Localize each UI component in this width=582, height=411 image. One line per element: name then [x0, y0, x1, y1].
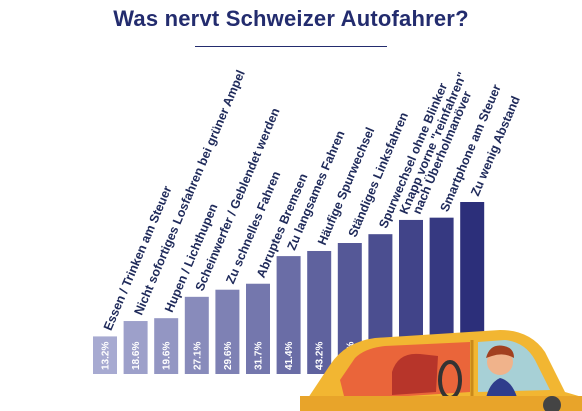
- car-illustration: [300, 330, 582, 411]
- bar-2: [123, 321, 148, 374]
- bar-4: [184, 296, 209, 374]
- bar-8: [307, 250, 332, 374]
- bar-1: [93, 336, 117, 374]
- driver-hair: [486, 345, 514, 358]
- value-label-7: 41.4%: [284, 342, 295, 370]
- bar-6: [246, 283, 270, 374]
- car-hood: [300, 396, 582, 411]
- bar-3: [154, 318, 179, 374]
- value-label-2: 18.6%: [131, 342, 142, 370]
- value-label-1: 13.2%: [101, 342, 112, 370]
- value-label-8: 43.2%: [315, 342, 326, 370]
- value-label-4: 27.1%: [192, 342, 203, 370]
- value-label-6: 31.7%: [254, 342, 265, 370]
- bar-5: [215, 289, 240, 374]
- bar-7: [276, 256, 301, 374]
- car-wheel: [543, 396, 561, 411]
- car-seat: [392, 353, 438, 395]
- value-label-3: 19.6%: [162, 342, 173, 370]
- bars-group: 13.2%Essen / Trinken am Steuer18.6%Nicht…: [93, 68, 523, 374]
- title-divider: [195, 46, 387, 47]
- chart-title: Was nervt Schweizer Autofahrer?: [113, 6, 469, 31]
- value-label-5: 29.6%: [223, 342, 234, 370]
